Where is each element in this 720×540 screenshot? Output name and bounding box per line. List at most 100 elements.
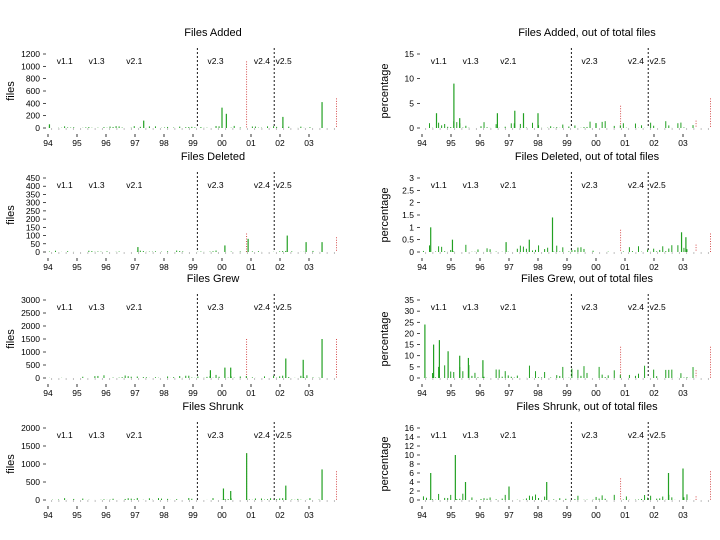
baseline-dot [671, 252, 673, 254]
version-label: v2.1 [500, 430, 516, 440]
baseline-dot [439, 378, 441, 380]
x-tick-label: 94 [417, 510, 427, 520]
version-label: v2.3 [208, 56, 224, 66]
baseline-dot [275, 500, 277, 502]
baseline-dot [254, 378, 256, 380]
baseline-dot [246, 252, 248, 254]
x-tick-label: 00 [591, 388, 601, 398]
x-tick-label: 02 [649, 262, 659, 272]
x-tick-label: 94 [43, 138, 53, 148]
baseline-dot [217, 128, 219, 130]
x-tick-label: 00 [591, 138, 601, 148]
y-tick-label: 600 [26, 86, 40, 96]
baseline-dot [326, 252, 328, 254]
baseline-dot [490, 128, 492, 130]
baseline-dot [664, 500, 666, 502]
baseline-dot [159, 500, 161, 502]
baseline-dot [649, 252, 651, 254]
baseline-dot [101, 252, 103, 254]
baseline-dot [693, 128, 695, 130]
version-label: v2.3 [208, 180, 224, 190]
x-tick-label: 95 [72, 138, 82, 148]
baseline-dot [475, 128, 477, 130]
y-tick-label: 1500 [21, 441, 40, 451]
baseline-dot [130, 252, 132, 254]
x-tick-label: 03 [304, 388, 314, 398]
x-tick-label: 98 [533, 388, 543, 398]
version-label: v2.5 [650, 302, 666, 312]
version-label: v2.5 [276, 56, 292, 66]
x-tick-label: 96 [101, 138, 111, 148]
baseline-dot [483, 378, 485, 380]
y-tick-label: 15 [405, 49, 415, 59]
baseline-dot [304, 252, 306, 254]
version-label: v2.3 [582, 430, 598, 440]
baseline-dot [468, 378, 470, 380]
x-tick-label: 97 [130, 388, 140, 398]
y-tick-label: 300 [26, 198, 40, 208]
baseline-dot [526, 378, 528, 380]
y-tick-label: 150 [26, 222, 40, 232]
y-axis-label: files [5, 81, 17, 101]
baseline-dot [333, 128, 335, 130]
x-tick-label: 94 [417, 138, 427, 148]
baseline-dot [210, 252, 212, 254]
x-tick-label: 01 [620, 510, 630, 520]
version-label: v2.1 [500, 302, 516, 312]
baseline-dot [275, 378, 277, 380]
baseline-dot [283, 252, 285, 254]
baseline-dot [664, 128, 666, 130]
baseline-dot [620, 500, 622, 502]
baseline-dot [475, 500, 477, 502]
baseline-dot [541, 500, 543, 502]
x-tick-label: 01 [246, 138, 256, 148]
y-tick-label: 3000 [21, 295, 40, 305]
y-tick-label: 0 [409, 373, 414, 383]
baseline-dot [497, 500, 499, 502]
x-tick-label: 03 [678, 138, 688, 148]
x-tick-label: 94 [43, 510, 53, 520]
baseline-dot [94, 128, 96, 130]
x-tick-label: 99 [562, 138, 572, 148]
baseline-dot [555, 252, 557, 254]
baseline-dot [686, 500, 688, 502]
baseline-dot [72, 500, 74, 502]
x-tick-label: 96 [475, 388, 485, 398]
panel-deleted-files: Files Deletedfiles0501001502002503003504… [5, 151, 337, 272]
baseline-dot [297, 252, 299, 254]
baseline-dot [584, 500, 586, 502]
baseline-dot [181, 252, 183, 254]
y-tick-label: 1.5 [402, 210, 414, 220]
baseline-dot [446, 378, 448, 380]
baseline-dot [519, 378, 521, 380]
baseline-dot [268, 500, 270, 502]
baseline-dot [707, 500, 709, 502]
x-tick-label: 01 [246, 388, 256, 398]
baseline-dot [425, 252, 427, 254]
version-label: v2.3 [582, 180, 598, 190]
y-tick-label: 50 [31, 239, 41, 249]
y-tick-label: 0 [409, 495, 414, 505]
x-tick-label: 03 [678, 262, 688, 272]
baseline-dot [526, 128, 528, 130]
x-tick-label: 00 [591, 262, 601, 272]
baseline-dot [94, 252, 96, 254]
baseline-dot [246, 500, 248, 502]
y-tick-label: 20 [405, 328, 415, 338]
baseline-dot [591, 500, 593, 502]
y-tick-label: 3 [409, 173, 414, 183]
baseline-dot [570, 378, 572, 380]
y-tick-label: 2000 [21, 321, 40, 331]
baseline-dot [613, 252, 615, 254]
x-tick-label: 98 [159, 510, 169, 520]
x-tick-label: 02 [649, 388, 659, 398]
baseline-dot [217, 378, 219, 380]
baseline-dot [94, 378, 96, 380]
baseline-dot [446, 500, 448, 502]
x-tick-label: 00 [217, 510, 227, 520]
y-tick-label: 30 [405, 306, 415, 316]
baseline-dot [548, 500, 550, 502]
baseline-dot [232, 252, 234, 254]
baseline-dot [188, 252, 190, 254]
version-label: v2.1 [126, 430, 142, 440]
